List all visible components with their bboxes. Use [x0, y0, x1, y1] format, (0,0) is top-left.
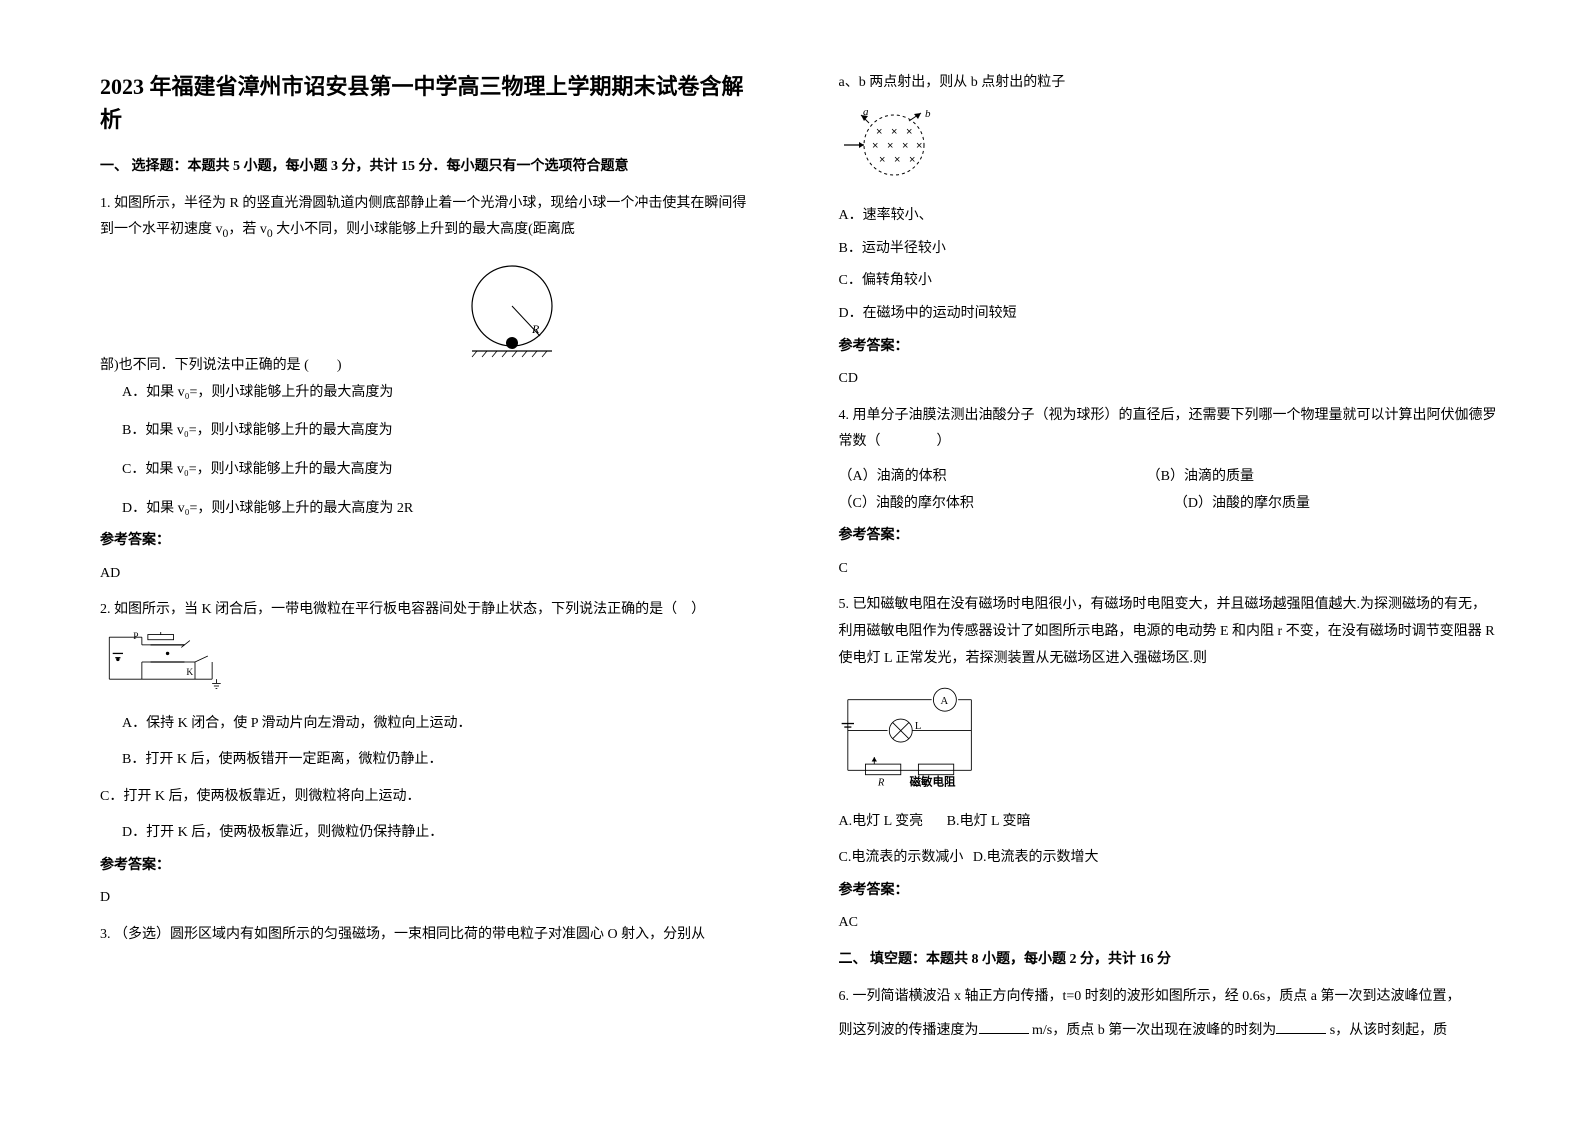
q4-answer-label: 参考答案： [839, 523, 1498, 550]
q2-figure: P K [100, 632, 759, 703]
q4-row2: （C）油酸的摩尔体积 （D）油酸的摩尔质量 [839, 491, 1498, 518]
q1-optC: C．如果 v₀=，则小球能够上升的最大高度为 [100, 457, 759, 484]
q1-optB: B．如果 v₀=，则小球能够上升的最大高度为 [100, 418, 759, 445]
question-4: 4. 用单分子油膜法测出油酸分子（视为球形）的直径后，还需要下列哪一个物理量就可… [839, 403, 1498, 456]
label-sensor: 磁敏电阻 [909, 774, 955, 788]
q1-answer-label: 参考答案： [100, 528, 759, 555]
q2-optA: A．保持 K 闭合，使 P 滑动片向左滑动，微粒向上运动． [100, 711, 759, 738]
q4-optC: （C）油酸的摩尔体积 [839, 491, 974, 518]
svg-text:×: × [906, 126, 912, 138]
section1-header: 一、 选择题：本题共 5 小题，每小题 3 分，共计 15 分．每小题只有一个选… [100, 154, 759, 181]
q5-optC: C.电流表的示数减小 [839, 850, 964, 865]
q3-answer-label: 参考答案： [839, 334, 1498, 361]
page-container: 2023 年福建省漳州市诏安县第一中学高三物理上学期期末试卷含解析 一、 选择题… [0, 0, 1587, 1085]
q1-optD: D．如果 v₀=，则小球能够上升的最大高度为 2R [100, 496, 759, 523]
label-b: b [925, 108, 931, 120]
q2-optC: C．打开 K 后，使两极板靠近，则微粒将向上运动． [100, 784, 759, 811]
q3-optD: D．在磁场中的运动时间较短 [839, 301, 1498, 328]
q2-answer-label: 参考答案： [100, 853, 759, 880]
q1-stem-c: 大小不同，则小球能够上升到的最大高度(距离底 [273, 222, 575, 237]
q3-optB: B．运动半径较小 [839, 236, 1498, 263]
circuit-mag-svg: A L R 磁敏电阻 [839, 680, 989, 790]
q6-unit-b: m/s，质点 b 第一次出现在波峰的时刻为 [1029, 1023, 1277, 1038]
svg-text:×: × [891, 126, 897, 138]
q4-optD: （D）油酸的摩尔质量 [1174, 491, 1310, 518]
q4-row1: （A）油滴的体积 （B）油滴的质量 [839, 464, 1498, 491]
q6-stem-b: 则这列波的传播速度为 [839, 1023, 979, 1038]
q4-optA: （A）油滴的体积 [839, 464, 947, 491]
label-P: P [133, 632, 138, 642]
question-5: 5. 已知磁敏电阻在没有磁场时电阻很小，有磁场时电阻变大，并且磁场越强阻值越大.… [839, 592, 1498, 672]
q6-unit-c: s，从该时刻起，质 [1326, 1023, 1447, 1038]
question-3-stem: 3. （多选）圆形区域内有如图所示的匀强磁场，一束相同比荷的带电粒子对准圆心 O… [100, 922, 759, 949]
q5-optB: B.电灯 L 变暗 [947, 814, 1031, 829]
question-2: 2. 如图所示，当 K 闭合后，一带电微粒在平行板电容器间处于静止状态，下列说法… [100, 597, 759, 624]
document-title: 2023 年福建省漳州市诏安县第一中学高三物理上学期期末试卷含解析 [100, 70, 759, 136]
q1-figure: R [462, 261, 562, 372]
svg-text:×: × [916, 140, 922, 152]
svg-text:×: × [887, 140, 893, 152]
q3-optA: A．速率较小、 [839, 203, 1498, 230]
q5-figure: A L R 磁敏电阻 [839, 680, 1498, 801]
q1-optA: A．如果 v₀=，则小球能够上升的最大高度为 [100, 380, 759, 407]
q3-optC: C．偏转角较小 [839, 268, 1498, 295]
question-6: 6. 一列简谐横波沿 x 轴正方向传播，t=0 时刻的波形如图所示，经 0.6s… [839, 984, 1498, 1011]
q3-figure: ××× ×××× ××× a b [839, 105, 1498, 196]
q4-optB: （B）油滴的质量 [1147, 464, 1254, 491]
q3-answer: CD [839, 366, 1498, 393]
q1-stem-b: ，若 v [228, 222, 267, 237]
circuit-pk-svg: P K [100, 632, 230, 692]
label-K: K [186, 668, 193, 678]
q5-answer: AC [839, 910, 1498, 937]
svg-text:×: × [879, 154, 885, 166]
section2-header: 二、 填空题：本题共 8 小题，每小题 2 分，共计 16 分 [839, 947, 1498, 974]
label-A: A [940, 696, 948, 707]
label-a: a [863, 106, 869, 118]
q2-optB: B．打开 K 后，使两板错开一定距离，微粒仍静止． [100, 747, 759, 774]
right-column: a、b 两点射出，则从 b 点射出的粒子 ××× ×××× ××× a b [839, 70, 1498, 1045]
mag-region-svg: ××× ×××× ××× a b [839, 105, 949, 185]
q3-cont: a、b 两点射出，则从 b 点射出的粒子 [839, 70, 1498, 97]
circle-track-svg: R [462, 261, 562, 361]
svg-text:×: × [894, 154, 900, 166]
q1-answer: AD [100, 561, 759, 588]
q1-row: 部)也不同．下列说法中正确的是 ( ) R [100, 253, 759, 380]
svg-text:×: × [872, 140, 878, 152]
svg-text:×: × [876, 126, 882, 138]
q2-optD: D．打开 K 后，使两极板靠近，则微粒仍保持静止． [100, 820, 759, 847]
q4-answer: C [839, 556, 1498, 583]
blank-2 [1276, 1019, 1326, 1034]
q6-stem-a: 6. 一列简谐横波沿 x 轴正方向传播，t=0 时刻的波形如图所示，经 0.6s… [839, 989, 1461, 1004]
q1-stem-after: 部)也不同．下列说法中正确的是 ( ) [100, 353, 342, 380]
q6-line2: 则这列波的传播速度为 m/s，质点 b 第一次出现在波峰的时刻为 s，从该时刻起… [839, 1018, 1498, 1045]
svg-text:×: × [909, 154, 915, 166]
q5-optA: A.电灯 L 变亮 [839, 814, 924, 829]
q5-rowAB: A.电灯 L 变亮 B.电灯 L 变暗 [839, 809, 1498, 836]
q2-answer: D [100, 885, 759, 912]
question-1: 1. 如图所示，半径为 R 的竖直光滑圆轨道内侧底部静止着一个光滑小球，现给小球… [100, 191, 759, 246]
blank-1 [979, 1019, 1029, 1034]
q5-optD: D.电流表的示数增大 [973, 850, 1099, 865]
svg-text:×: × [902, 140, 908, 152]
label-R: R [876, 777, 884, 788]
left-column: 2023 年福建省漳州市诏安县第一中学高三物理上学期期末试卷含解析 一、 选择题… [100, 70, 759, 1045]
radius-label: R [531, 322, 540, 336]
q5-answer-label: 参考答案： [839, 878, 1498, 905]
q5-rowCD: C.电流表的示数减小 D.电流表的示数增大 [839, 845, 1498, 872]
